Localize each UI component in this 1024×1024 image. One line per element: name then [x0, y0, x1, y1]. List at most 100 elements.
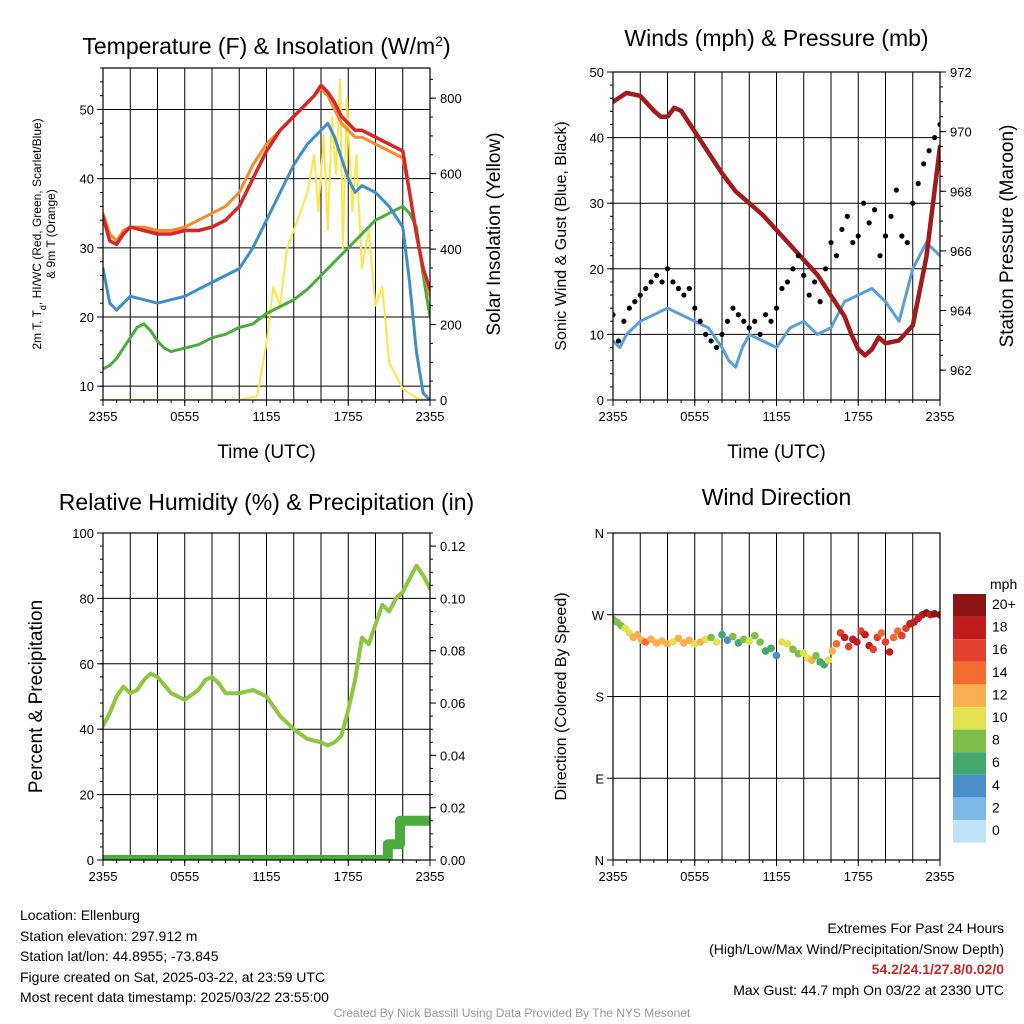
x-tick-label: 1755 — [844, 869, 873, 884]
x-tick-label: 2355 — [599, 409, 628, 424]
direction-point — [685, 636, 694, 644]
gust-point — [643, 285, 649, 292]
x-tick-label: 1155 — [253, 869, 281, 884]
gust-point — [703, 331, 709, 337]
legend-swatch — [953, 661, 986, 685]
gust-point — [615, 338, 622, 344]
y-tick-label: 30 — [80, 241, 94, 256]
gust-point — [724, 318, 731, 324]
y-right-tick-label: 968 — [950, 184, 972, 199]
gust-point — [730, 305, 736, 311]
y-tick-label: 40 — [80, 172, 94, 187]
series-line-1 — [103, 204, 430, 371]
direction-point — [756, 638, 764, 646]
direction-point — [750, 631, 759, 640]
x-axis-label: Time (UTC) — [727, 442, 826, 463]
chart-title: Wind Direction — [702, 484, 852, 510]
direction-point — [936, 610, 940, 619]
y-right-tick-label: 0.12 — [440, 539, 465, 554]
gust-point — [915, 180, 921, 187]
y-right-tick-label: 972 — [950, 65, 972, 80]
y-tick-label: N — [595, 526, 604, 541]
gust-point — [801, 272, 807, 278]
extremes-values: 54.2/24.1/27.8/0.02/0 — [871, 961, 1004, 977]
max-gust-text: Max Gust: 44.7 mph On 03/22 at 2330 UTC — [733, 981, 1004, 998]
gust-point — [899, 233, 905, 239]
gust-point — [833, 253, 840, 259]
y-right-tick-label: 0.06 — [440, 696, 465, 711]
y-tick-label: 20 — [80, 310, 94, 325]
direction-point — [869, 645, 878, 654]
direction-point — [669, 638, 677, 646]
y-tick-label: 20 — [590, 262, 604, 277]
x-tick-label: 1755 — [334, 409, 363, 424]
direction-point — [812, 651, 820, 660]
y-axis-label: Sonic Wind & Gust (Blue, Black) — [553, 121, 570, 350]
gust-point — [621, 318, 627, 324]
y-tick-label: W — [592, 608, 605, 623]
gust-point — [888, 213, 894, 219]
direction-point — [729, 632, 737, 641]
y-axis-label: Direction (Colored By Speed) — [553, 592, 570, 800]
legend-label: 16 — [992, 641, 1008, 657]
plot-frame — [102, 67, 431, 401]
direction-point — [861, 630, 869, 639]
direction-point — [828, 647, 837, 655]
gust-point — [735, 312, 741, 318]
legend-swatch — [953, 820, 986, 843]
gust-point — [632, 299, 638, 305]
legend-swatch — [953, 639, 986, 662]
y-tick-label: 0 — [87, 853, 94, 868]
legend-title: mph — [990, 576, 1017, 592]
y-axis-label: 2m T, Td, HI/WC (Red, Green, Scarlet/Blu… — [30, 118, 48, 349]
direction-point — [718, 630, 726, 639]
legend-swatch — [953, 752, 986, 775]
direction-point — [885, 648, 894, 656]
legend-label: 10 — [992, 709, 1008, 725]
y-right-tick-label: 0.04 — [440, 748, 465, 763]
direction-point — [898, 631, 906, 640]
y-right-tick-label: 0.10 — [440, 591, 465, 606]
panel-rh: 0 20 40 60 80 100 0.00 0.02 0.04 0.06 0.08 0.10 0.12… — [26, 489, 474, 884]
direction-point — [832, 640, 841, 648]
x-tick-label: 1755 — [844, 409, 873, 424]
plot-area — [613, 90, 940, 369]
extremes-info: Extremes For Past 24 Hours (High/Low/Max… — [709, 918, 1004, 1000]
extremes-subtitle: (High/Low/Max Wind/Precipitation/Snow De… — [709, 940, 1004, 957]
gust-point — [763, 312, 769, 318]
y-tick-label: 10 — [590, 327, 604, 342]
created-text: Figure created on Sat, 2025-03-22, at 23… — [20, 968, 326, 985]
legend-swatch — [953, 707, 986, 730]
direction-point — [877, 629, 886, 637]
legend-label: 4 — [992, 777, 1000, 793]
gust-point — [773, 305, 780, 311]
gust-point — [872, 207, 878, 213]
y-right-tick-label: 0.00 — [440, 853, 465, 868]
y-right-tick-label: 966 — [950, 244, 972, 259]
gust-point — [877, 253, 883, 259]
legend-label: 6 — [992, 754, 1000, 770]
series-line-1 — [103, 815, 430, 860]
legend-label: 14 — [992, 664, 1008, 680]
chart-title: Temperature (F) & Insolation (W/m2) — [82, 33, 450, 59]
plot-area — [103, 563, 430, 860]
direction-point — [712, 638, 721, 646]
gust-point — [692, 305, 698, 311]
y-tick-label: 80 — [80, 591, 94, 606]
panel-wind: 0 10 20 30 40 50 962 964 966 968 970 972 2355 0555 115… — [553, 25, 1018, 463]
y-tick-label: 40 — [80, 722, 94, 737]
x-tick-label: 0555 — [170, 409, 199, 424]
x-tick-label: 2355 — [416, 409, 445, 424]
plot-area — [103, 78, 430, 400]
direction-point — [734, 639, 743, 647]
credit-text: Created By Nick Bassill Using Data Provi… — [333, 1006, 691, 1020]
gust-point — [752, 318, 758, 324]
direction-point — [789, 645, 797, 654]
gust-point — [861, 200, 867, 206]
legend-swatch — [953, 774, 986, 798]
gust-point — [613, 312, 616, 318]
gust-point — [719, 331, 725, 337]
y-tick-label: 30 — [590, 196, 604, 211]
gust-point — [713, 344, 720, 351]
gust-point — [697, 318, 703, 324]
